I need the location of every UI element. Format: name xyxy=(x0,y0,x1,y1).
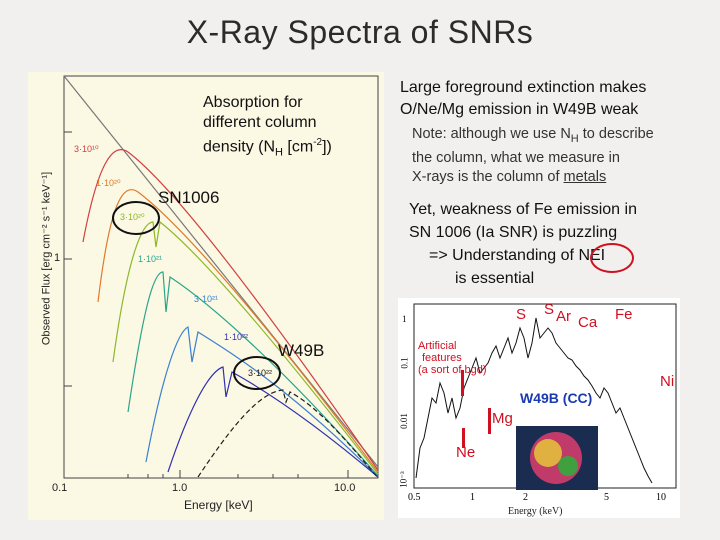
artificial-line2: features xyxy=(422,352,462,364)
x-ticks xyxy=(63,470,349,478)
plot-frame xyxy=(63,75,379,479)
absorption-spectra-plot: 3·10¹⁰ 1·10²⁰ 3·10²⁰ 1·10²¹ 3·10²¹ 1·10²… xyxy=(28,72,384,520)
w49b-xtick-5: 5 xyxy=(604,492,609,503)
w49b-ytick-1: 0.01 xyxy=(398,413,409,429)
fe-note: Yet, weakness of Fe emission in SN 1006 … xyxy=(409,198,637,290)
curve-1e21 xyxy=(127,271,379,477)
w49b-ytick-3: 1 xyxy=(402,314,407,324)
line-ne: Ne xyxy=(456,444,476,461)
absorption-note-sub: H xyxy=(275,146,283,159)
curve-label-5: 3·10²¹ xyxy=(194,294,219,304)
absorption-note-sup: -2 xyxy=(313,137,323,148)
w49b-spectrum-trace xyxy=(415,317,653,484)
absorption-note-line3a: density (N xyxy=(203,138,276,156)
w49b-ytick-0: 10⁻³ xyxy=(398,471,409,488)
artificial-marker-1 xyxy=(461,370,464,396)
heading-line1: Large foreground extinction makes xyxy=(400,79,647,96)
line-mg: Mg xyxy=(492,410,513,427)
note-metals: metals xyxy=(563,168,607,185)
curve-label-1: 3·10¹⁰ xyxy=(74,144,99,154)
line-ca: Ca xyxy=(578,314,598,331)
w49b-spectrum-svg xyxy=(413,303,677,490)
unabsorbed-curve xyxy=(63,75,379,468)
y-axis-label: Observed Flux [erg cm⁻² s⁻¹ keV⁻¹] xyxy=(40,171,53,346)
heading-line2: O/Ne/Mg emission in W49B weak xyxy=(400,101,639,118)
w49b-xlabel: Energy (keV) xyxy=(508,506,563,517)
absorption-note-line3b: [cm xyxy=(282,138,314,156)
absorption-note-line1: Absorption for xyxy=(203,94,303,111)
absorption-note: Absorption for different column density … xyxy=(203,93,332,163)
curve-3e22 xyxy=(197,389,379,479)
sn1006-circle xyxy=(112,201,160,235)
curve-3e20 xyxy=(112,220,379,475)
curve-label-4: 1·10²¹ xyxy=(138,254,163,264)
slide-title: X-Ray Spectra of SNRs xyxy=(186,14,534,50)
y-ticks xyxy=(64,131,72,387)
fe-note-line1: Yet, weakness of Fe emission in xyxy=(409,201,637,218)
note-line1b: to describe xyxy=(578,126,654,142)
x-tick-0.1: 0.1 xyxy=(52,482,68,494)
artificial-note: Artificial features (a sort of bgd) xyxy=(418,340,486,376)
x-tick-10.0: 10.0 xyxy=(334,482,356,494)
artificial-line1: Artificial xyxy=(418,340,457,352)
nei-circle xyxy=(590,243,634,273)
absorption-note-line3c: ]) xyxy=(322,138,332,156)
curve-label-6: 1·10²² xyxy=(224,332,249,342)
w49b-image-rim xyxy=(558,456,578,476)
line-s1: S xyxy=(516,306,527,323)
mg-marker xyxy=(488,408,491,434)
w49b-xtick-2: 2 xyxy=(523,492,528,503)
x-tick-1.0: 1.0 xyxy=(172,482,188,494)
absorption-spectra-svg xyxy=(63,75,379,479)
curve-1e22 xyxy=(167,366,379,478)
note-sub: H xyxy=(570,132,579,145)
w49b-xtick-10: 10 xyxy=(656,492,666,503)
w49b-title: W49B (CC) xyxy=(520,390,593,406)
w49b-xtick-1: 1 xyxy=(470,492,475,503)
line-ar: Ar xyxy=(556,308,571,325)
ne-marker xyxy=(462,428,465,448)
line-fe: Fe xyxy=(615,306,633,323)
fe-note-line2: SN 1006 (Ia SNR) is puzzling xyxy=(409,224,618,241)
sn1006-label: SN1006 xyxy=(158,188,220,207)
note-line3: X-rays is the column of metals xyxy=(412,169,606,185)
w49b-ytick-2: 0.1 xyxy=(399,357,410,369)
line-s2: S xyxy=(544,301,555,318)
w49b-image-core xyxy=(534,439,562,467)
w49b-label: W49B xyxy=(278,341,325,360)
w49b-spectrum-plot: S S Ar Ca Fe Ni Mg Ne Artificial feature… xyxy=(398,298,680,518)
fe-note-line4: is essential xyxy=(455,270,535,287)
note-line2: the column, what we measure in xyxy=(412,149,620,166)
artificial-line3: (a sort of bgd) xyxy=(418,364,487,376)
curve-3e19 xyxy=(82,149,379,471)
w49b-circle xyxy=(233,356,281,390)
w49b-xtick-0.5: 0.5 xyxy=(408,492,421,503)
heading-text: Large foreground extinction makes O/Ne/M… xyxy=(400,77,646,121)
fe-note-line3: => Understanding of NEI xyxy=(429,247,606,264)
absorption-note-line2: different column xyxy=(203,114,317,131)
note-line3a: X-rays is the column of xyxy=(412,168,564,185)
note-line1a: Note: although we use N xyxy=(412,126,571,142)
curve-label-2: 1·10²⁰ xyxy=(96,178,121,188)
x-axis-label: Energy [keV] xyxy=(184,498,253,512)
note-text: Note: although we use NH to describe the… xyxy=(412,125,654,187)
y-tick-1: 1 xyxy=(54,252,61,264)
line-ni: Ni xyxy=(660,373,675,390)
curve-3e21 xyxy=(145,326,379,478)
